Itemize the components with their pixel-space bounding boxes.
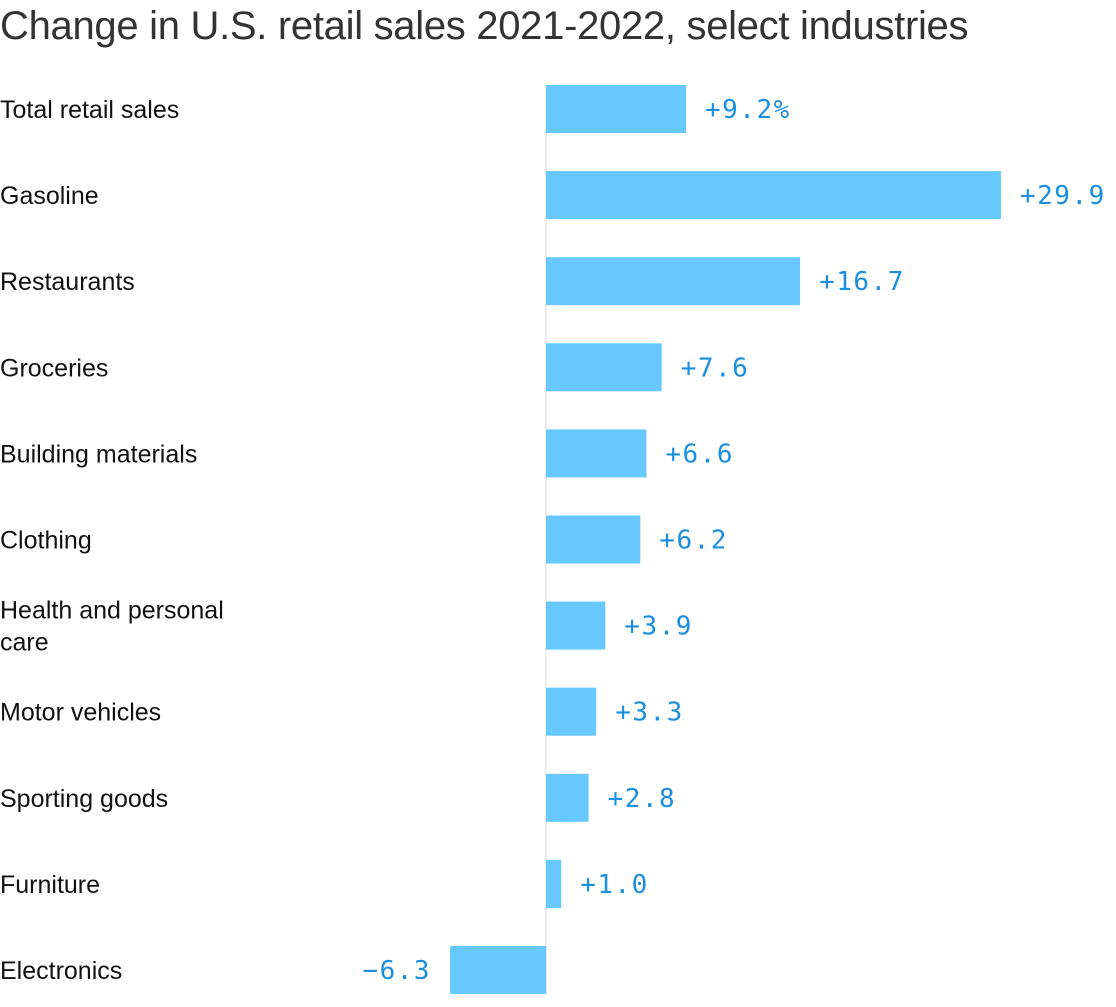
category-label: Restaurants [0,268,135,296]
category-label-line: Gasoline [0,182,99,210]
category-label: Clothing [0,527,92,555]
chart-title: Change in U.S. retail sales 2021-2022, s… [0,4,969,48]
category-label: Electronics [0,957,122,985]
category-label-line: Health and personal [0,597,224,625]
category-label-line: Electronics [0,957,122,985]
category-label-line: Clothing [0,527,92,555]
value-label: +6.2 [659,526,728,556]
bar [546,343,662,392]
value-label: +1.0 [580,870,649,900]
category-label-line: Total retail sales [0,96,179,124]
bar [450,946,546,994]
category-label: Total retail sales [0,96,179,124]
value-label: +2.8 [608,784,677,814]
bar [546,515,641,564]
category-label-line: Building materials [0,440,197,468]
bar [546,601,606,650]
category-label-line: care [0,629,49,657]
bar [546,429,647,478]
value-label: −6.3 [362,956,431,986]
category-label: Furniture [0,871,100,899]
category-label-line: Groceries [0,354,108,382]
category-label-line: Restaurants [0,268,135,296]
category-label: Building materials [0,440,197,468]
category-label-line: Sporting goods [0,785,168,813]
bar [546,85,686,133]
category-label: Motor vehicles [0,699,161,727]
value-label: +3.3 [615,698,684,728]
bar [546,257,801,306]
category-label-line: Furniture [0,871,100,899]
value-label: +7.6 [681,353,750,383]
bar [546,687,597,736]
value-label: +3.9 [624,612,693,642]
bar [546,171,1001,220]
category-label-line: Motor vehicles [0,699,161,727]
value-label: +16.7 [819,267,905,297]
bar [546,773,589,822]
category-label: Sporting goods [0,785,168,813]
category-label: Groceries [0,354,108,382]
value-label: +9.2% [705,95,791,125]
category-label: Gasoline [0,182,99,210]
value-label: +29.9 [1020,181,1106,211]
bar [546,859,562,908]
value-label: +6.6 [665,439,734,469]
category-label: Health and personal care [0,597,224,657]
